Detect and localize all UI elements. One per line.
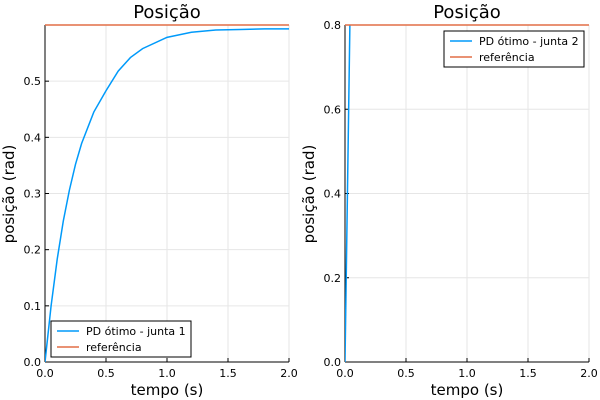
- legend-box: [50, 320, 192, 358]
- chart-junta-1: Posição tempo (s) posição (rad) 0.0 0.5 1.…: [0, 2, 298, 399]
- x-tick-label: 1.5: [519, 367, 537, 380]
- y-tick-label: 0.1: [24, 300, 42, 313]
- x-tick-label: 2.0: [580, 367, 598, 380]
- series-line-pd-otimo: [45, 28, 289, 362]
- y-tick-label: 0.5: [24, 75, 42, 88]
- x-tick-label: 0.0: [36, 367, 54, 380]
- y-tick-label: 0.6: [324, 103, 342, 116]
- chart-junta-2: Posição tempo (s) posição (rad) 0.0 0.5 1.…: [300, 2, 598, 399]
- x-tick-label: 1.5: [219, 367, 237, 380]
- x-tick-label: 0.0: [336, 367, 354, 380]
- x-tick-label: 1.0: [458, 367, 476, 380]
- y-tick-label: 0.4: [324, 188, 342, 201]
- legend: PD ótimo - junta 2 referência: [443, 30, 585, 68]
- y-tick-label: 0.2: [24, 244, 42, 257]
- legend-label: referência: [479, 51, 535, 64]
- y-axis-label: posição (rad): [300, 145, 318, 244]
- legend-box: [443, 30, 585, 68]
- chart-title: Posição: [433, 2, 501, 23]
- y-tick-label: 0.0: [324, 356, 342, 369]
- x-tick-label: 2.0: [280, 367, 298, 380]
- legend-label: PD ótimo - junta 2: [479, 35, 579, 48]
- series-line-pd-otimo: [345, 24, 351, 362]
- y-tick-label: 0.3: [24, 188, 42, 201]
- x-axis-label: tempo (s): [431, 381, 504, 399]
- legend: PD ótimo - junta 1 referência: [50, 320, 192, 358]
- legend-label: PD ótimo - junta 1: [86, 325, 186, 338]
- x-tick-label: 1.0: [158, 367, 176, 380]
- x-axis-label: tempo (s): [131, 381, 204, 399]
- chart-title: Posição: [133, 2, 201, 23]
- y-tick-label: 0.2: [324, 272, 342, 285]
- y-axis-label: posição (rad): [0, 145, 18, 244]
- y-tick-label: 0.8: [324, 19, 342, 32]
- legend-label: referência: [86, 341, 142, 354]
- y-tick-label: 0.0: [24, 356, 42, 369]
- y-tick-label: 0.4: [24, 131, 42, 144]
- x-tick-label: 0.5: [397, 367, 415, 380]
- x-tick-label: 0.5: [97, 367, 115, 380]
